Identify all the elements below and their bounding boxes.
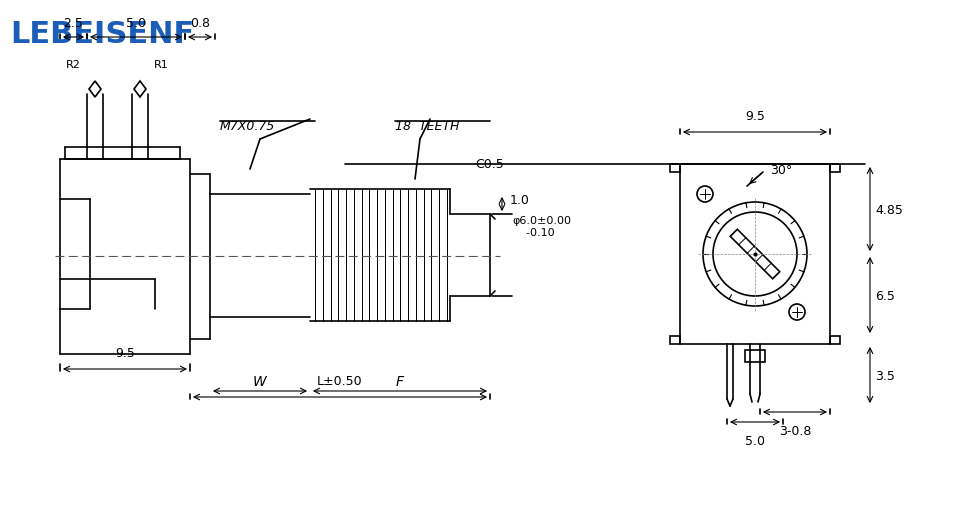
Text: F: F <box>396 374 404 388</box>
Bar <box>745 350 765 362</box>
Bar <box>830 165 840 173</box>
Text: C0.5: C0.5 <box>475 158 504 171</box>
Text: 1.0: 1.0 <box>510 193 530 206</box>
Text: 9.5: 9.5 <box>745 110 765 123</box>
Text: 5.0: 5.0 <box>745 434 765 447</box>
Text: W: W <box>253 374 267 388</box>
Bar <box>670 336 680 344</box>
Text: φ6.0±0.00
    -0.10: φ6.0±0.00 -0.10 <box>512 216 571 237</box>
Text: L±0.50: L±0.50 <box>317 374 363 387</box>
Bar <box>830 336 840 344</box>
Text: M7X0.75: M7X0.75 <box>220 120 276 133</box>
Text: 5.0: 5.0 <box>126 17 146 30</box>
Text: R1: R1 <box>154 60 169 70</box>
Text: 3.5: 3.5 <box>875 369 895 382</box>
Bar <box>670 165 680 173</box>
Text: 6.5: 6.5 <box>875 289 895 302</box>
Bar <box>680 165 830 344</box>
Text: 3-0.8: 3-0.8 <box>779 424 811 437</box>
Text: 9.5: 9.5 <box>115 346 135 359</box>
Text: 0.8: 0.8 <box>190 17 210 30</box>
Text: 2.5: 2.5 <box>63 17 84 30</box>
Text: R2: R2 <box>66 60 81 70</box>
Text: 18  TEETH: 18 TEETH <box>395 120 460 133</box>
Text: LEBEISENF: LEBEISENF <box>10 20 194 49</box>
Text: 30°: 30° <box>770 163 792 176</box>
Text: 4.85: 4.85 <box>875 203 902 216</box>
